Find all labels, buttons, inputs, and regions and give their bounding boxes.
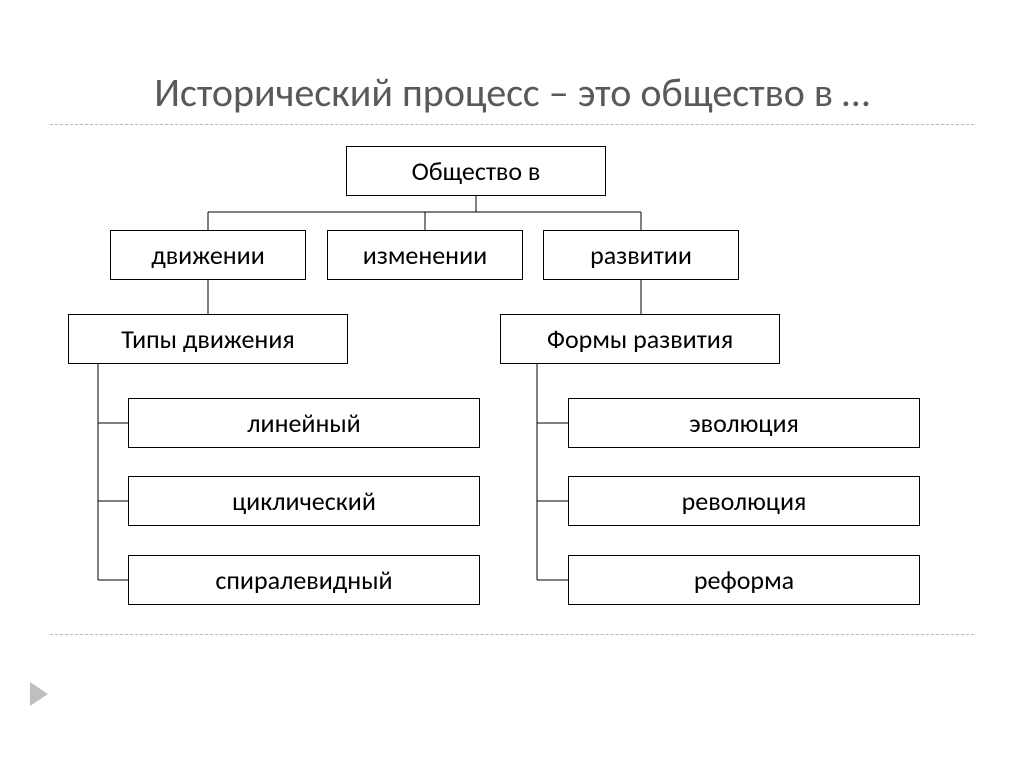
node-label: эволюция [689, 407, 799, 439]
node-root: Общество в [346, 146, 606, 196]
node-spiral: спиралевидный [128, 555, 480, 605]
node-revolution: революция [568, 476, 920, 526]
node-movement: движении [110, 230, 306, 280]
node-label: Общество в [412, 155, 541, 187]
node-cyclic: циклический [128, 476, 480, 526]
node-label: Формы развития [547, 323, 733, 355]
node-label: развитии [590, 239, 692, 271]
page-title: Исторический процесс – это общество в … [0, 68, 1024, 117]
node-label: циклический [232, 485, 376, 517]
node-label: революция [682, 485, 807, 517]
divider-bottom [50, 634, 974, 635]
node-evolution: эволюция [568, 398, 920, 448]
node-label: Типы движения [121, 323, 294, 355]
node-linear: линейный [128, 398, 480, 448]
node-label: движении [151, 239, 265, 271]
divider-top [50, 124, 974, 125]
slide: Исторический процесс – это общество в … … [0, 0, 1024, 767]
node-forms: Формы развития [500, 314, 780, 364]
node-types: Типы движения [68, 314, 348, 364]
node-label: спиралевидный [215, 564, 392, 596]
node-development: развитии [543, 230, 739, 280]
node-label: линейный [247, 407, 360, 439]
node-label: реформа [694, 564, 794, 596]
node-reform: реформа [568, 555, 920, 605]
next-arrow-icon [30, 682, 48, 706]
node-label: изменении [363, 239, 487, 271]
node-change: изменении [327, 230, 523, 280]
